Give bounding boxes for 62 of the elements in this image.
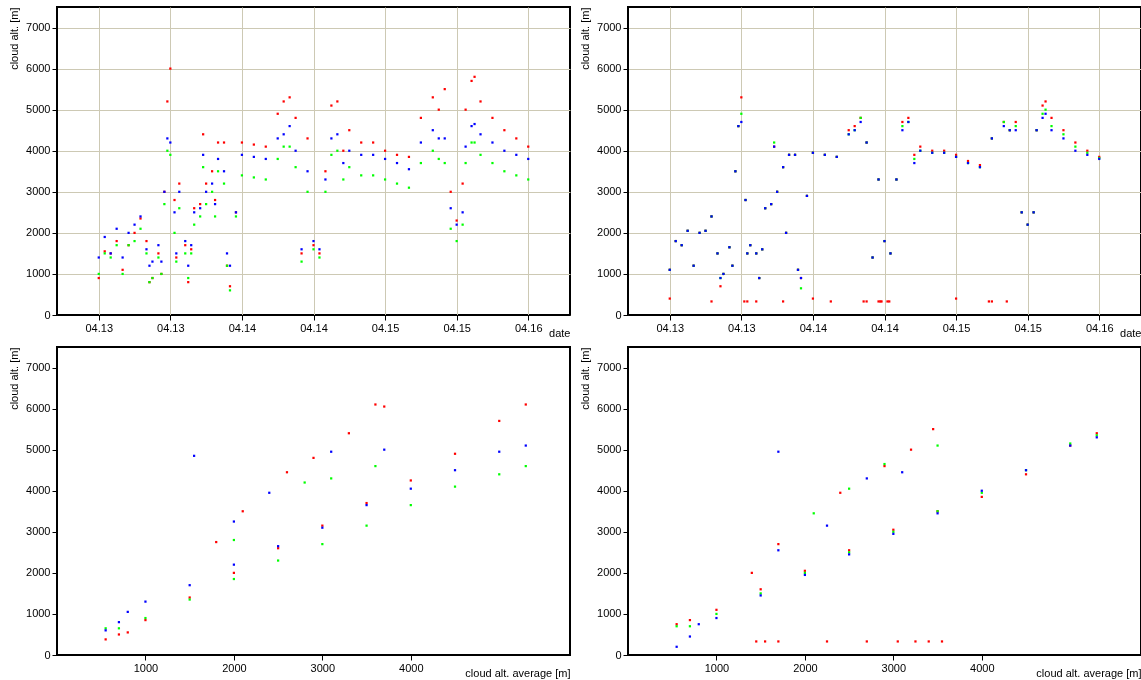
y-tick-label: 5000 [26,443,51,456]
x-tick-label: 04.13 [656,321,685,334]
y-tick-label: 4000 [26,484,51,497]
x-tick-label: 4000 [970,661,995,674]
y-tick-label: 6000 [597,62,622,75]
x-tick-label: 04.14 [871,321,899,334]
y-tick-label: 2000 [597,566,622,579]
y-tick-label: 1000 [597,267,622,280]
x-axis-title: cloud alt. average [m] [1036,666,1141,679]
y-tick-label: 7000 [26,361,51,374]
x-tick-label: 04.13 [157,321,185,334]
x-tick-label: 04.15 [443,321,471,334]
x-tick-label: 04.15 [371,321,400,334]
x-tick-label: 3000 [310,661,336,674]
x-tick-label: 04.15 [1014,321,1042,334]
y-tick-label: 2000 [597,226,622,239]
y-axis-title: cloud alt. [m] [8,347,21,410]
y-tick-label: 3000 [26,525,51,538]
x-tick-label: 1000 [704,661,730,674]
y-tick-label: 2000 [26,566,51,579]
x-tick-label: 04.15 [942,321,971,334]
x-axis-title: date [549,326,571,339]
y-tick-label: 0 [615,308,622,321]
y-tick-label: 7000 [26,21,51,34]
x-tick-label: 04.14 [228,321,257,334]
y-tick-label: 1000 [26,267,51,280]
y-tick-label: 0 [44,648,51,661]
x-tick-label: 04.16 [1085,321,1114,334]
y-tick-label: 2000 [26,226,51,239]
x-tick-label: 2000 [222,661,247,674]
x-tick-label: 4000 [399,661,424,674]
y-tick-label: 5000 [597,103,622,116]
x-tick-label: 04.13 [728,321,756,334]
x-axis-title: cloud alt. average [m] [465,666,571,679]
y-tick-label: 4000 [597,144,622,157]
x-tick-label: 04.16 [514,321,543,334]
y-tick-label: 6000 [26,402,51,415]
y-tick-label: 1000 [26,607,51,620]
y-tick-label: 0 [44,308,51,321]
y-tick-label: 6000 [597,402,622,415]
x-tick-label: 04.14 [799,321,828,334]
y-axis-title: cloud alt. [m] [8,7,21,70]
y-tick-label: 7000 [597,361,622,374]
x-tick-label: 2000 [793,661,818,674]
y-axis-title: cloud alt. [m] [579,7,592,70]
y-tick-label: 0 [615,648,622,661]
y-tick-label: 6000 [26,62,51,75]
y-tick-label: 3000 [26,185,51,198]
y-tick-label: 5000 [597,443,622,456]
y-tick-label: 7000 [597,21,622,34]
x-tick-label: 1000 [133,661,159,674]
y-tick-label: 3000 [597,185,622,198]
y-tick-label: 1000 [597,607,622,620]
x-axis-title: date [1120,326,1141,339]
x-tick-label: 3000 [881,661,907,674]
y-tick-label: 4000 [597,484,622,497]
y-tick-label: 5000 [26,103,51,116]
y-axis-title: cloud alt. [m] [579,347,592,410]
x-tick-label: 04.13 [85,321,114,334]
y-tick-label: 3000 [597,525,622,538]
x-tick-label: 04.14 [300,321,328,334]
y-tick-label: 4000 [26,144,51,157]
